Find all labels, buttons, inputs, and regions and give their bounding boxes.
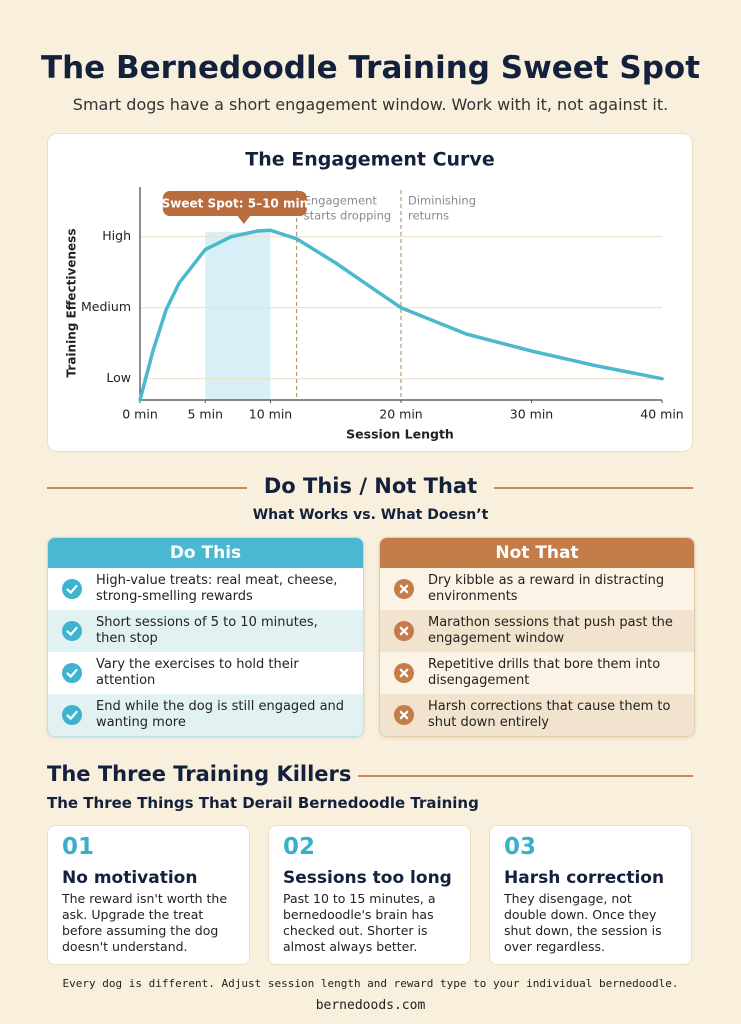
item-text: Vary the exercises to hold their attenti…	[96, 657, 299, 688]
highlight-band	[205, 232, 271, 400]
card: 03 Harsh correction They disengage, not do…	[489, 825, 692, 965]
list-item: Repetitive drills that bore them into di…	[380, 652, 694, 694]
icon-glyph	[66, 668, 78, 679]
card-number: 02	[283, 834, 316, 860]
icon	[62, 663, 82, 683]
tag-pointer	[236, 215, 251, 224]
item-text: End while the dog is still engaged and w…	[96, 699, 345, 730]
icon-glyph	[399, 668, 409, 678]
dont-header: Not That	[380, 538, 694, 568]
item-text: Repetitive drills that bore them into di…	[428, 657, 661, 688]
y-tick-label: Low	[106, 370, 131, 385]
annotation-label: starts dropping	[304, 209, 392, 223]
chart-title: The Engagement Curve	[245, 149, 494, 171]
footer-note: Every dog is different. Adjust session l…	[62, 977, 679, 990]
icon-glyph	[66, 710, 78, 721]
list-item: Dry kibble as a reward in distracting en…	[380, 568, 694, 610]
x-tick-label: 10 min	[249, 407, 292, 422]
divider	[358, 775, 693, 777]
annotation-label: Diminishing	[408, 194, 476, 208]
y-tick-label: High	[102, 228, 131, 243]
section-subtitle: The Three Things That Derail Bernedoodle…	[47, 794, 479, 812]
do-header: Do This	[48, 538, 363, 568]
icon	[394, 663, 414, 683]
item-text: Dry kibble as a reward in distracting en…	[428, 573, 665, 604]
card-title: No motivation	[62, 868, 198, 888]
section-subtitle: What Works vs. What Doesn’t	[252, 507, 489, 523]
card: 01 No motivation The reward isn't worth th…	[47, 825, 250, 965]
item-text: High-value treats: real meat, cheese, st…	[96, 573, 338, 604]
list-item: High-value treats: real meat, cheese, st…	[48, 568, 363, 610]
annotation-label: Engagement	[304, 194, 378, 208]
icon	[62, 621, 82, 641]
icon-glyph	[66, 584, 78, 595]
tag-label: Sweet Spot: 5–10 min	[162, 197, 309, 211]
section-title: Do This / Not That	[263, 474, 478, 498]
icon	[394, 579, 414, 599]
card-title: Harsh correction	[504, 868, 665, 888]
icon-glyph	[399, 710, 409, 720]
icon	[394, 705, 414, 725]
item-text: Marathon sessions that push past the eng…	[428, 615, 673, 646]
list-item: Harsh corrections that cause them to shu…	[380, 694, 694, 736]
icon-circle	[62, 621, 82, 641]
y-tick-label: Medium	[81, 299, 131, 314]
x-tick-label: 40 min	[640, 407, 683, 422]
list-item: Short sessions of 5 to 10 minutes, then …	[48, 610, 363, 652]
item-text: Harsh corrections that cause them to shu…	[428, 699, 671, 730]
icon-circle	[62, 663, 82, 683]
divider	[47, 487, 247, 489]
icon-glyph	[66, 626, 78, 637]
icon-glyph	[399, 584, 409, 594]
icon	[62, 579, 82, 599]
section-title: The Three Training Killers	[47, 762, 352, 786]
x-tick-label: 20 min	[379, 407, 422, 422]
curve	[138, 228, 664, 402]
icon	[62, 705, 82, 725]
divider	[494, 487, 693, 489]
list-item: Marathon sessions that push past the eng…	[380, 610, 694, 652]
card-text: They disengage, not double down. Once th…	[504, 891, 662, 954]
do-box: Do This High-value treats: real meat, ch…	[47, 537, 364, 737]
icon-glyph	[399, 626, 409, 636]
y-axis-label: Training Effectiveness	[65, 229, 79, 378]
icon-circle	[62, 705, 82, 725]
x-tick-label: 5 min	[188, 407, 224, 422]
card-title: Sessions too long	[283, 868, 452, 888]
item-text: Short sessions of 5 to 10 minutes, then …	[96, 615, 318, 646]
card-text: The reward isn't worth the ask. Upgrade …	[62, 891, 228, 954]
icon	[394, 621, 414, 641]
card-number: 01	[62, 834, 95, 860]
x-tick-label: 0 min	[122, 407, 158, 422]
x-axis-label: Session Length	[346, 427, 454, 442]
annotation-label: returns	[408, 209, 449, 223]
icon-circle	[62, 579, 82, 599]
list-item: Vary the exercises to hold their attenti…	[48, 652, 363, 694]
card-number: 03	[504, 834, 537, 860]
title: The Bernedoodle Training Sweet Spot	[40, 50, 701, 86]
card: 02 Sessions too long Past 10 to 15 minutes…	[268, 825, 471, 965]
chart: The Engagement Curve Session Length Trai…	[65, 149, 684, 442]
chart-card	[47, 133, 693, 452]
subtitle: Smart dogs have a short engagement windo…	[72, 95, 669, 114]
footer-site: bernedoods.com	[315, 998, 426, 1013]
dont-box: Not That Dry kibble as a reward in distr…	[379, 537, 695, 737]
list-item: End while the dog is still engaged and w…	[48, 694, 363, 736]
card-text: Past 10 to 15 minutes, a bernedoodle's b…	[283, 891, 436, 954]
x-tick-label: 30 min	[510, 407, 553, 422]
tag	[162, 191, 307, 216]
